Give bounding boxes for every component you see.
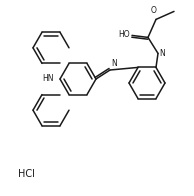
- Text: N: N: [159, 49, 165, 58]
- Text: HCl: HCl: [18, 169, 35, 179]
- Text: HN: HN: [42, 74, 54, 83]
- Text: O: O: [151, 6, 157, 15]
- Text: HO: HO: [118, 30, 130, 39]
- Text: N: N: [112, 60, 117, 68]
